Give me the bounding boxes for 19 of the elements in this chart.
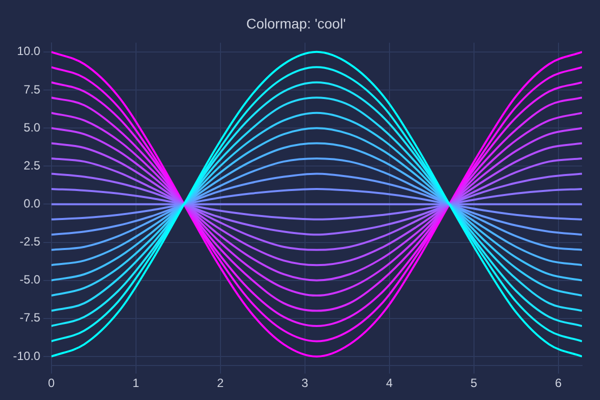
x-tick-label: 5 — [470, 376, 478, 390]
y-tick-label: -10.0 — [12, 348, 41, 363]
y-tick-label: -7.5 — [20, 310, 41, 325]
x-tick-label: 0 — [48, 376, 56, 390]
y-tick-label: 5.0 — [24, 120, 41, 134]
x-tick-label: 6 — [554, 376, 562, 390]
y-tick-label: -5.0 — [20, 272, 41, 287]
x-tick-label: 3 — [302, 376, 308, 390]
chart-title: Colormap: 'cool' — [246, 15, 346, 32]
line-series — [51, 188, 582, 220]
y-tick-label: 2.5 — [24, 158, 41, 172]
y-tick-label: 7.5 — [24, 82, 41, 96]
x-tick-label: 1 — [132, 376, 140, 390]
line-series — [51, 172, 582, 236]
y-tick-label: 0.0 — [24, 196, 41, 211]
y-tick-label: -2.5 — [20, 234, 41, 249]
x-tick-label: 2 — [217, 376, 224, 390]
y-tick-label: 10.0 — [16, 44, 41, 58]
x-tick-label: 4 — [386, 376, 393, 390]
